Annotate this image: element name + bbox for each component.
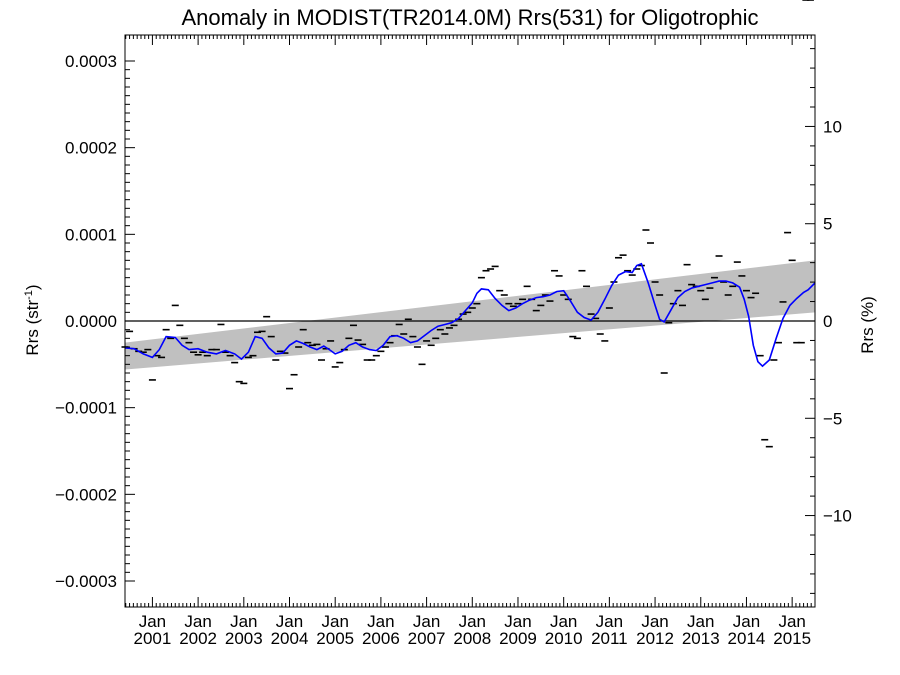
x-tick-label-month: Jan: [733, 612, 760, 631]
chart-title: Anomaly in MODIST(TR2014.0M) Rrs(531) fo…: [181, 5, 758, 30]
monthly-points-layer: [121, 0, 814, 448]
x-tick-label-year: 2007: [408, 629, 446, 648]
y-tick-label-left: −0.0003: [55, 572, 117, 591]
y-tick-label-left: 0.0001: [65, 225, 117, 244]
y-tick-label-left: 0.0002: [65, 139, 117, 158]
x-tick-label-month: Jan: [184, 612, 211, 631]
y-tick-label-right: 5: [823, 215, 832, 234]
x-tick-label-year: 2011: [591, 629, 628, 648]
x-tick-label-month: Jan: [230, 612, 257, 631]
x-tick-label-year: 2014: [728, 629, 766, 648]
x-tick-label-year: 2008: [453, 629, 491, 648]
y-tick-label-right: 10: [823, 117, 842, 136]
x-tick-label-year: 2006: [362, 629, 400, 648]
x-tick-label-month: Jan: [641, 612, 668, 631]
x-tick-label-month: Jan: [687, 612, 714, 631]
x-tick-label-month: Jan: [413, 612, 440, 631]
y-tick-label-right: −5: [823, 409, 842, 428]
smoothed-line-layer: [124, 262, 816, 368]
x-tick-label-month: Jan: [367, 612, 394, 631]
x-tick-label-year: 2013: [682, 629, 720, 648]
y-tick-label-left: 0.0003: [65, 52, 117, 71]
x-tick-label-month: Jan: [778, 612, 805, 631]
y-tick-label-left: −0.0002: [55, 485, 117, 504]
y-axis-label-left: Rrs (str-1): [23, 284, 42, 355]
x-tick-label-year: 2005: [316, 629, 354, 648]
x-tick-label-month: Jan: [276, 612, 303, 631]
x-tick-label-year: 2009: [499, 629, 537, 648]
x-tick-label-year: 2001: [134, 629, 172, 648]
x-tick-label-year: 2010: [545, 629, 583, 648]
y-tick-label-right: 0: [823, 312, 832, 331]
x-tick-label-year: 2003: [225, 629, 263, 648]
axes-layer: [124, 34, 816, 608]
confidence-band-layer: [125, 260, 815, 370]
x-tick-label-month: Jan: [139, 612, 166, 631]
x-tick-label-month: Jan: [596, 612, 623, 631]
y-tick-label-right: −10: [823, 507, 852, 526]
y-tick-label-left: 0.0000: [65, 312, 117, 331]
x-tick-label-year: 2002: [179, 629, 217, 648]
x-tick-label-year: 2012: [636, 629, 674, 648]
smoothed-series-line: [124, 262, 816, 368]
y-tick-label-left: −0.0001: [55, 399, 117, 418]
y-axis-label-right: Rrs (%): [858, 296, 877, 354]
x-tick-label-year: 2015: [773, 629, 811, 648]
tick-labels-layer: 0.0003 0.0002 0.0001 0.0000 −0.0001 −0.0002 −0…: [55, 52, 852, 648]
x-tick-label-month: Jan: [550, 612, 577, 631]
x-tick-label-month: Jan: [321, 612, 348, 631]
x-tick-label-year: 2004: [271, 629, 309, 648]
x-tick-label-month: Jan: [504, 612, 531, 631]
confidence-band: [125, 260, 815, 370]
x-tick-label-month: Jan: [459, 612, 486, 631]
